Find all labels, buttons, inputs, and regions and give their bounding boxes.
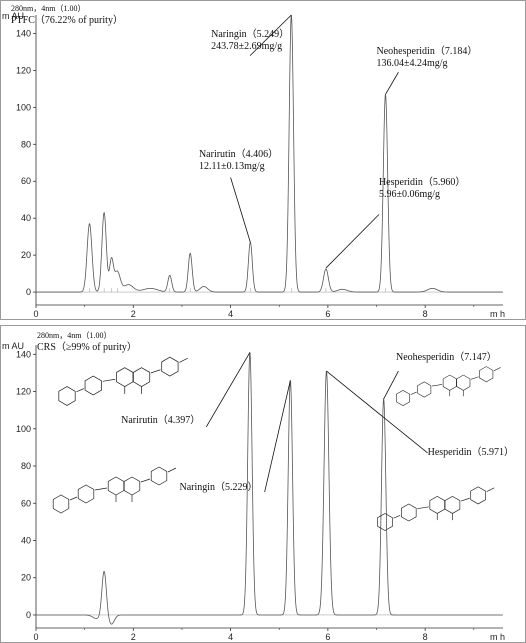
- y-tick-label: 80: [21, 461, 31, 471]
- x-axis-unit: m h: [490, 309, 505, 319]
- peak-annotation: Neohesperidin（7.184）136.04±4.24mg/g: [377, 45, 478, 95]
- peak-label: Narirutin（4.397）: [121, 414, 200, 426]
- chromatogram-panel-crs: 280nm，4nm（1.00） CRS（≥99% of purity） 0 20 4…: [0, 325, 526, 643]
- leader-line: [249, 14, 292, 56]
- sample-title: CRS（≥99% of purity）: [37, 342, 137, 353]
- y-tick-label: 60: [21, 498, 31, 508]
- y-tick-label: 140: [16, 28, 31, 38]
- peak-label: Narirutin（4.406）: [199, 148, 278, 160]
- peak-annotation: Naringin（5.229）: [180, 380, 291, 493]
- x-axis-unit: m h: [490, 632, 505, 642]
- axes: 0 20 40 60 80 100 120 140 0 2 4 6 8 m AU m h: [2, 11, 505, 319]
- peak-label: Hesperidin（5.960）: [379, 176, 465, 188]
- x-tick-label: 8: [423, 309, 428, 319]
- sample-title: PTFC（76.22% of purity）: [11, 15, 123, 26]
- peak-annotation: Hesperidin（5.971）: [326, 370, 514, 458]
- x-tick-label: 0: [33, 309, 38, 319]
- x-tick-label: 6: [325, 632, 330, 642]
- peak-annotation: Neohesperidin（7.147）: [383, 351, 497, 400]
- x-tick-label: 2: [131, 632, 136, 642]
- detector-settings-label: 280nm，4nm（1.00）: [11, 4, 86, 13]
- peak-content-label: 136.04±4.24mg/g: [377, 58, 448, 69]
- x-tick-label: 4: [228, 309, 233, 319]
- naringin-structure: [52, 466, 177, 514]
- y-tick-label: 0: [26, 287, 31, 297]
- chromatogram-trace: [36, 14, 503, 293]
- peak-label: Naringin（5.229）: [180, 481, 258, 493]
- y-tick-label: 20: [21, 573, 31, 583]
- chromatogram-plot-crs: 0 20 40 60 80 100 120 140 0 2 4 6 8 m AU m h Narirutin（…: [2, 341, 514, 642]
- chromatogram-trace: [36, 351, 503, 625]
- y-tick-label: 80: [21, 139, 31, 149]
- axes: 0 20 40 60 80 100 120 140 0 2 4 6 8 m AU m h: [2, 341, 505, 642]
- peak-annotation: Naringin（5.249）243.78±2.69mg/g: [211, 14, 292, 56]
- y-tick-label: 120: [16, 65, 31, 75]
- leader-line: [264, 380, 291, 493]
- x-tick-label: 0: [33, 632, 38, 642]
- y-tick-label: 60: [21, 176, 31, 186]
- peak-label: Hesperidin（5.971）: [428, 446, 514, 458]
- y-tick-label: 140: [16, 349, 31, 359]
- peak-label: Neohesperidin（7.184）: [377, 45, 478, 57]
- leader-line: [325, 214, 380, 269]
- x-tick-label: 6: [325, 309, 330, 319]
- narirutin-structure: [58, 356, 188, 406]
- neohesperidin-structure: [396, 366, 501, 406]
- y-axis-unit: m AU: [2, 341, 24, 351]
- x-tick-label: 4: [228, 632, 233, 642]
- x-tick-label: 8: [423, 632, 428, 642]
- y-tick-label: 0: [26, 610, 31, 620]
- detector-settings-label: 280nm，4nm（1.00）: [37, 331, 112, 340]
- peak-annotation: Narirutin（4.397）: [121, 352, 251, 428]
- peak-label: Neohesperidin（7.147）: [396, 351, 497, 363]
- y-tick-label: 40: [21, 535, 31, 545]
- peak-content-label: 5.96±0.06mg/g: [379, 189, 440, 200]
- y-tick-label: 120: [16, 387, 31, 397]
- chromatogram-plot-ptfc: 0 20 40 60 80 100 120 140 0 2 4 6 8 m AU m h Naringin（5…: [2, 11, 505, 319]
- peak-label: Naringin（5.249）: [211, 28, 289, 40]
- leader-line: [230, 177, 251, 243]
- leader-line: [383, 370, 399, 400]
- y-tick-label: 20: [21, 250, 31, 260]
- y-tick-label: 100: [16, 102, 31, 112]
- y-axis-unit: m AU: [2, 11, 24, 21]
- x-tick-label: 2: [131, 309, 136, 319]
- leader-line: [385, 72, 399, 95]
- y-tick-label: 100: [16, 424, 31, 434]
- leader-line: [205, 352, 251, 428]
- y-tick-label: 40: [21, 213, 31, 223]
- peak-content-label: 243.78±2.69mg/g: [211, 41, 282, 52]
- peak-annotation: Narirutin（4.406）12.11±0.13mg/g: [199, 148, 278, 243]
- leader-line: [326, 370, 428, 454]
- chromatogram-panel-ptfc: 280nm，4nm（1.00） PTFC（76.22% of purity） 0…: [0, 0, 526, 320]
- hesperidin-structure: [377, 486, 495, 531]
- peak-content-label: 12.11±0.13mg/g: [199, 161, 265, 172]
- peak-annotation: Hesperidin（5.960）5.96±0.06mg/g: [325, 176, 465, 269]
